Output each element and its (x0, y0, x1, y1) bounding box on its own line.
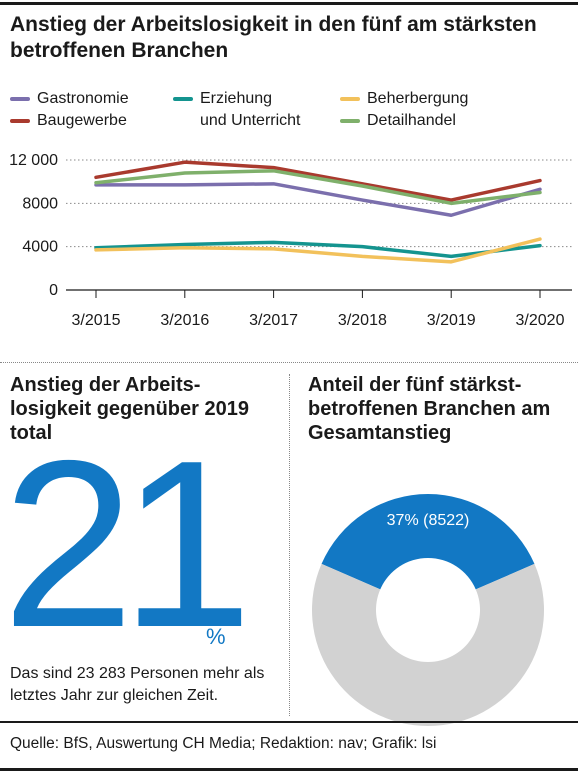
y-tick-label: 8000 (22, 195, 58, 212)
section-divider (0, 362, 578, 363)
x-tick-label: 3/2020 (516, 312, 565, 329)
series-line-gastronomie (94, 182, 542, 217)
legend-label-gastronomie: Gastronomie (37, 90, 129, 107)
donut-slice-branches (321, 494, 535, 590)
legend-swatch-detailhandel (340, 119, 360, 123)
source-rule (0, 721, 578, 723)
legend: Gastronomie Baugewerbe Erziehung und Unt… (10, 88, 575, 133)
legend-swatch-gastronomie (10, 97, 30, 101)
line-chart: 12 000 8000 4000 0 3/2015 3/2016 3/2017 3/2018 3… (9, 152, 572, 329)
legend-swatch-erziehung (173, 97, 193, 101)
legend-swatch-beherbergung (340, 97, 360, 101)
y-tick-label: 0 (49, 282, 58, 299)
top-rule (0, 2, 578, 5)
legend-label-erziehung-line2: und Unterricht (200, 112, 301, 129)
x-tick-label: 3/2018 (338, 312, 387, 329)
x-tick-label: 3/2019 (427, 312, 476, 329)
legend-label-erziehung: Erziehung (200, 90, 273, 107)
x-tick-label: 3/2016 (160, 312, 209, 329)
series-line-erziehung-und-unterricht (94, 240, 542, 259)
left-note: Das sind 23 283 Personen mehr als letzte… (10, 665, 265, 704)
donut-slice-label: 37% (8522) (387, 512, 470, 529)
series-line-beherbergung (94, 237, 542, 264)
legend-label-baugewerbe: Baugewerbe (37, 112, 127, 129)
y-tick-label: 4000 (22, 239, 58, 256)
legend-label-detailhandel: Detailhandel (367, 112, 456, 129)
percent-sign: % (206, 624, 226, 649)
legend-label-beherbergung: Beherbergung (367, 90, 469, 107)
right-heading: Anteil der fünf stärkst-betroffenen Bran… (308, 374, 551, 444)
y-tick-label: 12 000 (9, 152, 58, 169)
source-note: Quelle: BfS, Auswertung CH Media; Redakt… (10, 735, 437, 752)
bottom-rule (0, 768, 578, 771)
x-tick-label: 3/2017 (249, 312, 298, 329)
series-line-detailhandel (94, 169, 542, 206)
legend-swatch-baugewerbe (10, 119, 30, 123)
donut-slice-rest (311, 563, 544, 726)
series-line-baugewerbe (94, 160, 542, 202)
x-tick-label: 3/2015 (72, 312, 121, 329)
donut-chart: 37% (8522) (311, 494, 544, 726)
big-percent-number: 21 (2, 412, 253, 677)
column-divider (289, 374, 290, 716)
chart-title: Anstieg der Arbeitslosigkeit in den fünf… (10, 13, 537, 62)
left-heading: Anstieg der Arbeits-losigkeit gegenüber … (10, 374, 249, 444)
